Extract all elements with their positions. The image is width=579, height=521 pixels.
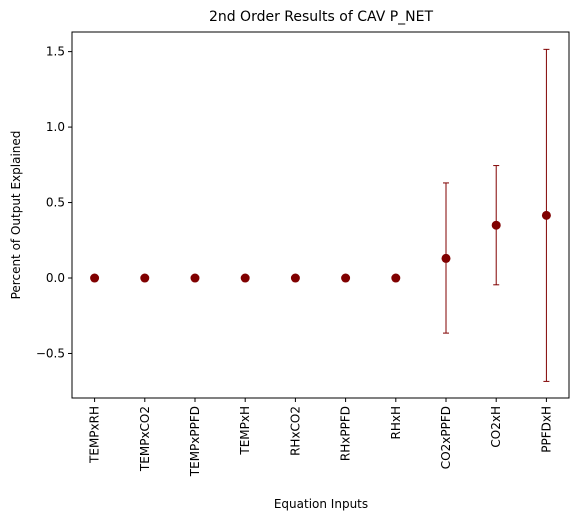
x-axis-label: Equation Inputs	[274, 497, 368, 511]
data-point	[240, 273, 250, 283]
data-point	[190, 273, 200, 283]
x-tick-label: TEMPxRH	[88, 406, 102, 464]
x-tick-label: PPFDxH	[539, 406, 553, 453]
data-point	[341, 273, 351, 283]
data-point	[541, 210, 551, 220]
data-point	[90, 273, 100, 283]
y-tick-label: 0.5	[46, 196, 65, 210]
plot-frame	[71, 31, 570, 399]
chart-title: 2nd Order Results of CAV P_NET	[209, 9, 434, 25]
x-tick-label: TEMPxCO2	[138, 406, 152, 472]
data-point	[441, 253, 451, 263]
x-tick-label: TEMPxH	[238, 406, 252, 456]
y-tick-label: −0.5	[36, 346, 65, 360]
x-axis: TEMPxRH TEMPxCO2 TEMPxPPFD TEMPxH RHxCO2 RHxP…	[88, 398, 553, 477]
plot-area	[71, 31, 570, 399]
x-tick-label: CO2xH	[489, 406, 503, 448]
data-point	[491, 220, 501, 230]
x-tick-label: CO2xPPFD	[439, 406, 453, 469]
data-point	[391, 273, 401, 283]
y-tick-label: 0.0	[46, 271, 65, 285]
x-tick-label: TEMPxPPFD	[188, 406, 202, 477]
y-tick-label: 1.0	[46, 120, 65, 134]
x-tick-label: RHxCO2	[288, 406, 302, 456]
x-tick-label: RHxH	[389, 406, 403, 440]
data-points	[90, 210, 551, 283]
y-axis-label: Percent of Output Explained	[9, 131, 23, 300]
y-tick-label: 1.5	[46, 45, 65, 59]
data-point	[140, 273, 150, 283]
error-bars	[443, 48, 550, 382]
x-tick-label: RHxPPFD	[339, 406, 353, 461]
data-point	[290, 273, 300, 283]
y-axis: −0.5 0.0 0.5 1.0 1.5	[36, 45, 72, 360]
